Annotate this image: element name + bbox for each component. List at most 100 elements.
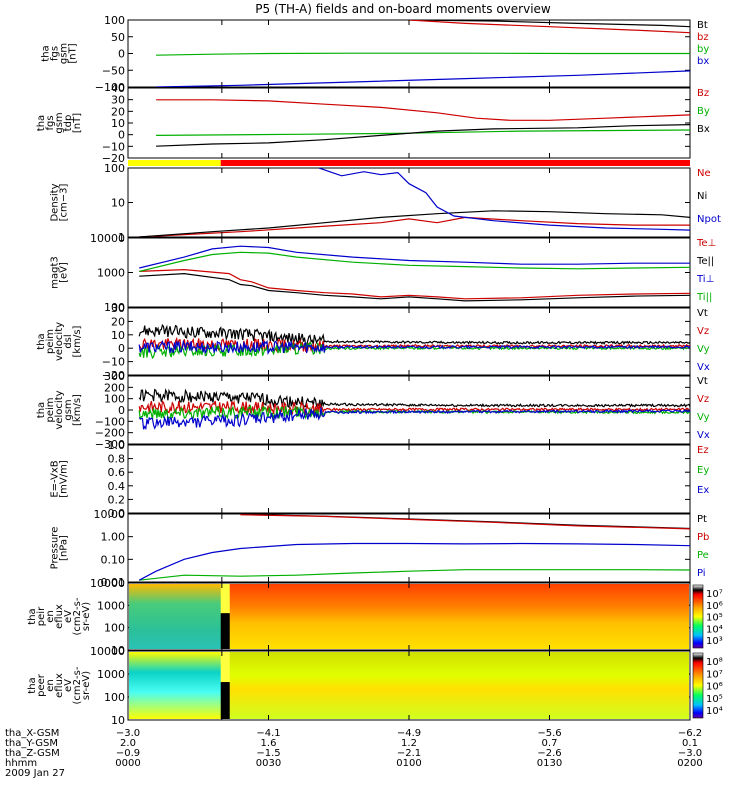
x-tick-value: 1.6	[261, 738, 277, 749]
colorbar-tick-label: 10⁶	[706, 601, 723, 612]
y-axis-label-line: tha	[36, 402, 47, 418]
series-line-Vx	[138, 339, 690, 356]
panel-3: magt3[eV] 10000 1000 100 Te⊥ Te|| Ti⊥ Ti||	[50, 232, 717, 314]
x-tick-value: −1.5	[256, 748, 280, 759]
y-tick-label: 100	[104, 14, 125, 27]
y-axis-label-line: tha	[36, 115, 47, 131]
y-axis-label-line: gsm	[59, 43, 70, 64]
spectrogram-gap-top	[220, 652, 230, 684]
colorbar-tick-label: 10⁴	[706, 706, 723, 717]
y-tick-label: 20	[111, 105, 125, 118]
y-axis-label-line: tha	[27, 608, 38, 624]
series-group	[156, 20, 690, 87]
y-axis-label-line: tha	[41, 45, 52, 61]
series-line-bz	[408, 20, 690, 34]
y-tick-label: 0	[118, 342, 125, 355]
legend-entry: Bz	[697, 88, 709, 99]
legend-entry: Bx	[697, 124, 710, 135]
figure-title: P5 (TH-A) fields and on-board moments ov…	[255, 2, 551, 16]
legend-entry: bx	[697, 56, 709, 67]
y-tick-label: −10	[102, 356, 125, 369]
x-tick-value: 0030	[256, 758, 281, 769]
date-label: 2009 Jan 27	[5, 768, 65, 779]
y-axis-label-line: peer	[36, 673, 47, 697]
series-line-Vt	[138, 323, 690, 346]
series-line-Pe	[139, 569, 690, 581]
y-axis-label-line: (cm2-s-	[72, 597, 83, 635]
series-line-Te||	[139, 272, 690, 302]
colorbar	[692, 652, 704, 719]
legend-entry: Vz	[697, 326, 709, 337]
legend-entry: Ne	[697, 168, 711, 179]
x-tick-value: −5.6	[537, 728, 561, 739]
y-axis-label-line: en	[45, 679, 56, 692]
series-group	[156, 99, 690, 147]
y-axis-label: Pressure[nPa]	[50, 527, 70, 570]
x-tick-value: −4.9	[397, 728, 421, 739]
series-line-Ne	[139, 216, 690, 237]
y-tick-label: 100	[104, 622, 125, 635]
y-axis-label-line: tha	[27, 677, 38, 693]
panel-2: Density[cm−3] 100 10 1 Ne Ni Npot	[50, 162, 721, 244]
y-axis-label-line: gsm	[54, 112, 65, 133]
series-line-Vx	[138, 407, 690, 431]
y-axis-label-line: sr-eV)	[81, 602, 92, 631]
legend-entry: Te||	[696, 256, 714, 267]
y-axis-label-line: [km/s]	[72, 325, 83, 357]
y-axis-label-line: sr-eV)	[81, 671, 92, 700]
legend-entry: Vt	[697, 308, 708, 319]
y-axis-label-line: en	[45, 610, 56, 623]
panel-5: thapeimvelocitygsm[km/s]3002001000−100−2…	[36, 370, 710, 451]
legend-entry: Pt	[697, 514, 707, 525]
y-axis-label-line: gsm	[63, 399, 74, 420]
legend-entry: Vy	[697, 344, 710, 355]
y-axis-label-line: Pressure	[50, 527, 61, 570]
x-tick-value: 0200	[677, 758, 702, 769]
y-tick-label: 0.10	[101, 553, 126, 566]
y-tick-label: 0.0	[108, 507, 126, 520]
x-tick-value: −2.1	[397, 748, 421, 759]
y-axis-label-line: eflux	[54, 604, 65, 629]
y-tick-label: 0	[118, 129, 125, 142]
panel-7: Pressure[nPa] 10.00 1.00 0.10 0.01 Pt Pb Pe Pi	[50, 508, 710, 589]
colorbar-tick-label: 10⁷	[706, 669, 723, 680]
y-tick-label: 30	[111, 94, 125, 107]
y-axis-label-line: fgs	[50, 46, 61, 61]
legend-entry: Pb	[697, 532, 709, 543]
y-tick-label: 0.01	[101, 576, 126, 589]
series-group	[139, 245, 690, 302]
y-tick-label: −300	[95, 438, 125, 451]
spectrogram-early	[129, 584, 222, 649]
x-axis-row-label: tha_X-GSM	[5, 728, 59, 739]
y-tick-label: 10000	[90, 645, 125, 658]
y-tick-label: 1.0	[108, 439, 126, 452]
y-tick-label: −20	[102, 369, 125, 382]
colorbar-tick-label: 10⁶	[706, 682, 723, 693]
legend-entry: Npot	[697, 214, 721, 225]
legend-entry: bz	[697, 32, 709, 43]
status-bar	[128, 160, 691, 166]
y-axis-label-line: (cm2-s-	[72, 666, 83, 704]
y-tick-label: 1000	[97, 668, 125, 681]
y-tick-label: 10.00	[94, 508, 126, 521]
x-tick-value: −2.6	[537, 748, 561, 759]
y-tick-label: 10	[111, 117, 125, 130]
y-axis-label-line: eflux	[54, 673, 65, 698]
y-tick-label: 10000	[90, 577, 125, 590]
y-axis-label-line: dsl	[63, 334, 74, 348]
y-tick-label: −100	[95, 415, 125, 428]
y-tick-label: 100	[104, 393, 125, 406]
y-axis-label-line: peim	[45, 329, 56, 354]
series-line-Vz	[138, 400, 690, 416]
legend-entry: by	[697, 44, 709, 55]
legend-entry: Vx	[697, 362, 710, 373]
y-tick-label: 20	[111, 315, 125, 328]
legend-entry: Bt	[697, 20, 708, 31]
y-tick-label: 1000	[97, 599, 125, 612]
y-tick-label: 10	[111, 197, 125, 210]
